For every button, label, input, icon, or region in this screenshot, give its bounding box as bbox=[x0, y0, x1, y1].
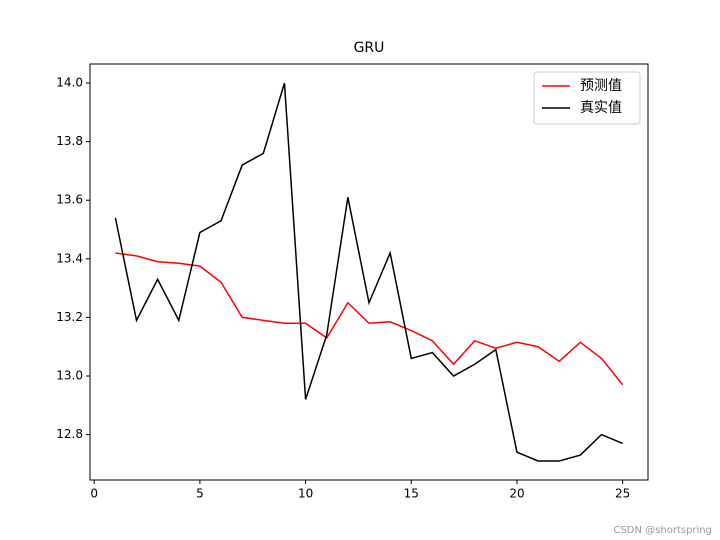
x-tick-label: 0 bbox=[90, 487, 98, 501]
line-series bbox=[115, 252, 624, 386]
legend-box bbox=[533, 71, 641, 125]
x-tick-label: 5 bbox=[196, 487, 204, 501]
line-series bbox=[114, 82, 623, 462]
legend-label: 预测值 bbox=[580, 78, 622, 94]
plot-frame bbox=[89, 63, 649, 481]
y-tick-label: 13.2 bbox=[56, 310, 83, 324]
chart-title: GRU bbox=[354, 40, 385, 56]
y-tick-label: 13.6 bbox=[56, 193, 83, 207]
legend-label: 真实值 bbox=[580, 100, 622, 116]
y-tick-label: 12.8 bbox=[56, 427, 83, 441]
y-tick-label: 13.0 bbox=[56, 369, 83, 383]
x-tick-label: 25 bbox=[615, 487, 630, 501]
y-tick-label: 13.8 bbox=[56, 134, 83, 148]
y-tick-label: 13.4 bbox=[56, 251, 83, 265]
x-tick-label: 20 bbox=[509, 487, 524, 501]
x-tick-label: 15 bbox=[404, 487, 419, 501]
watermark: CSDN @shortspring bbox=[613, 525, 712, 536]
y-tick-label: 14.0 bbox=[56, 76, 83, 90]
x-tick-label: 10 bbox=[298, 487, 313, 501]
